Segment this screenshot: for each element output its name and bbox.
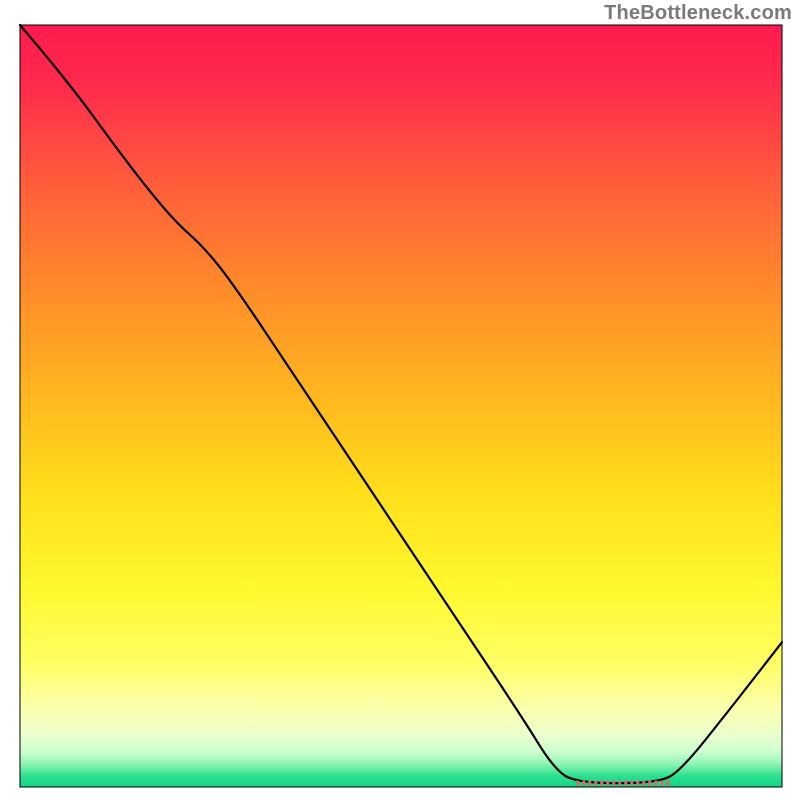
watermark-text: TheBottleneck.com — [604, 2, 792, 25]
bottleneck-chart — [0, 0, 800, 800]
chart-stage: TheBottleneck.com — [0, 0, 800, 800]
plot-background — [20, 25, 782, 787]
